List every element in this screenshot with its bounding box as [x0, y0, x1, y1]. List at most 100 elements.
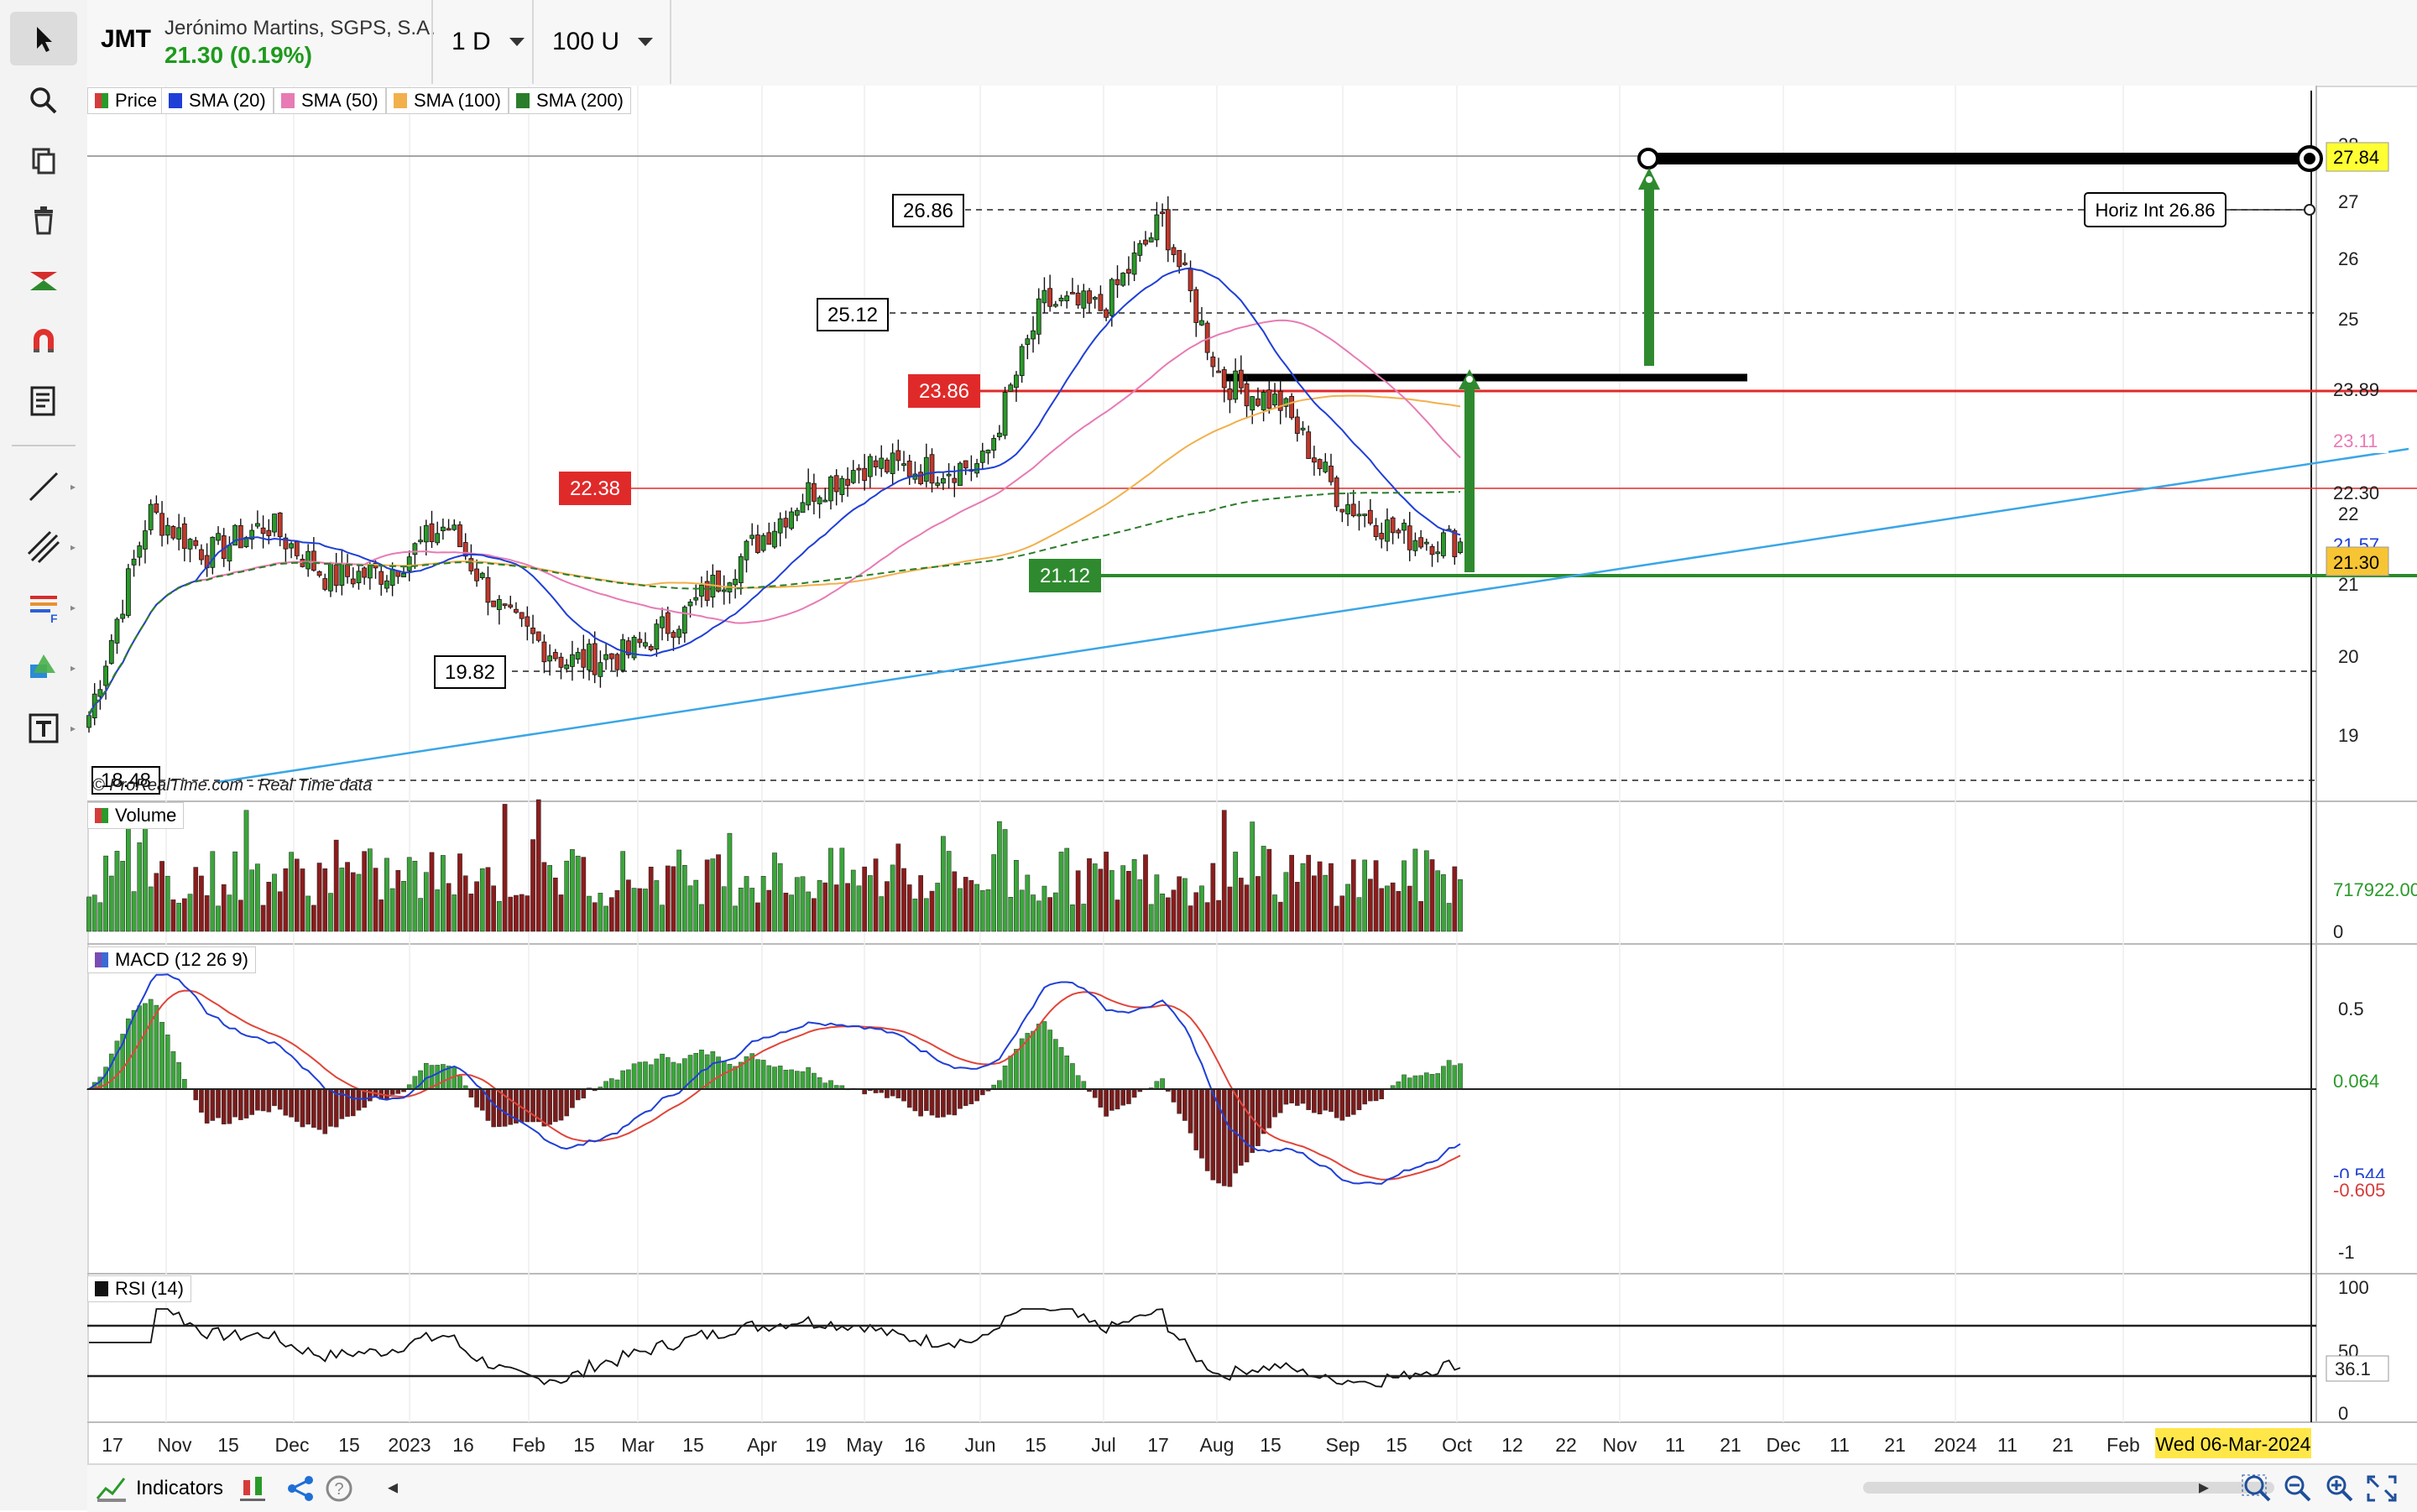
pointer-tool-icon[interactable]: [10, 12, 77, 65]
ticker-symbol[interactable]: JMT: [101, 25, 151, 53]
line-tool-icon[interactable]: ▸: [10, 460, 77, 514]
candle-body: [452, 524, 457, 530]
macd-histogram-bar: [283, 1088, 289, 1116]
candle-body: [1115, 279, 1120, 285]
level-label-25-12[interactable]: 25.12: [827, 304, 878, 326]
volume-bar: [485, 867, 491, 932]
units-dropdown[interactable]: 100 U: [532, 0, 671, 84]
macd-histogram-bar: [1368, 1088, 1373, 1102]
zoom-in-icon[interactable]: [2323, 1473, 2357, 1508]
price-tick: 26: [2338, 248, 2358, 269]
chart-type-icon[interactable]: [238, 1473, 269, 1508]
candle-body: [114, 618, 120, 644]
macd-histogram-bar: [350, 1088, 356, 1117]
time-axis-label: 15: [338, 1434, 360, 1456]
volume-bar: [918, 875, 923, 932]
zoom-tool-icon[interactable]: [10, 74, 77, 128]
candle-body: [592, 643, 598, 675]
zoom-out-icon[interactable]: [2281, 1473, 2315, 1508]
macd-histogram-bar: [221, 1088, 227, 1125]
candle-body: [873, 460, 879, 468]
candle-body: [1261, 392, 1266, 410]
candle-body: [1064, 295, 1070, 301]
volume-bar: [1435, 870, 1441, 932]
magnet-icon[interactable]: [10, 314, 77, 368]
macd-histogram-bar: [1255, 1088, 1261, 1146]
macd-histogram-bar: [1446, 1060, 1452, 1090]
candle-body: [249, 529, 255, 540]
scroll-left-icon[interactable]: ◂: [388, 1476, 399, 1499]
volume-bar: [1407, 885, 1412, 932]
help-icon[interactable]: ?: [324, 1473, 354, 1508]
volume-bar: [929, 890, 935, 932]
fullscreen-icon[interactable]: [2365, 1473, 2399, 1508]
volume-bar: [817, 880, 822, 932]
volume-bar: [660, 905, 665, 932]
volume-bar: [272, 873, 277, 932]
zoom-area-icon[interactable]: [2241, 1473, 2274, 1508]
candle-body: [131, 558, 137, 566]
legend-sma20[interactable]: SMA (20): [161, 87, 274, 114]
candle-body: [1210, 356, 1216, 368]
volume-bar: [300, 868, 305, 932]
volume-bar: [103, 855, 108, 932]
candle-body: [946, 473, 952, 477]
volume-bar: [283, 868, 289, 932]
level-label-26-86[interactable]: 26.86: [903, 200, 953, 222]
volume-bar: [1334, 905, 1339, 932]
channel-tool-icon[interactable]: ▸: [10, 520, 77, 574]
volume-bar: [1373, 860, 1379, 932]
macd-histogram-bar: [114, 1040, 120, 1090]
volume-panel-label[interactable]: Volume: [87, 802, 185, 829]
legend-sma200[interactable]: SMA (200): [509, 87, 631, 114]
level-label-22-38[interactable]: 22.38: [570, 477, 620, 500]
copy-icon[interactable]: [10, 134, 77, 188]
level-label-23-86[interactable]: 23.86: [919, 380, 969, 403]
fibonacci-tool-icon[interactable]: F ▸: [10, 581, 77, 634]
candle-body: [744, 540, 749, 560]
volume-last-tag: 717922.00: [2333, 879, 2417, 900]
volume-bar: [1126, 871, 1131, 932]
horizontal-scrollbar[interactable]: [1863, 1482, 2274, 1494]
candle-body: [1238, 369, 1244, 388]
share-icon[interactable]: [285, 1473, 316, 1508]
macd-histogram-bar: [1210, 1088, 1216, 1181]
legend-sma50[interactable]: SMA (50): [274, 87, 386, 114]
indicators-button[interactable]: Indicators: [96, 1472, 223, 1505]
volume-bar: [648, 866, 654, 932]
volume-bar: [856, 885, 862, 932]
rsi-panel-label[interactable]: RSI (14): [87, 1275, 191, 1302]
shapes-tool-icon[interactable]: ▸: [10, 641, 77, 695]
macd-histogram-bar: [1171, 1088, 1177, 1103]
scroll-right-icon[interactable]: ▸: [2199, 1476, 2210, 1499]
candle-body: [1052, 304, 1058, 307]
horiz-int-label[interactable]: Horiz Int 26.86: [2095, 200, 2215, 221]
rsi-last-tag: 36.1: [2335, 1358, 2371, 1379]
macd-histogram-bar: [1356, 1088, 1362, 1111]
volume-bar: [1109, 870, 1115, 932]
level-label-21-12[interactable]: 21.12: [1040, 565, 1090, 587]
timeframe-dropdown[interactable]: 1 D: [431, 0, 535, 84]
macd-histogram-bar: [508, 1088, 514, 1125]
volume-bar: [1137, 879, 1143, 932]
candle-body: [435, 533, 441, 544]
volume-bar: [243, 810, 249, 932]
candle-body: [339, 563, 345, 586]
macd-line: [88, 973, 1461, 1185]
order-tool-icon[interactable]: [10, 253, 77, 307]
legend-sma100[interactable]: SMA (100): [386, 87, 509, 114]
macd-histogram-bar: [143, 1003, 148, 1090]
macd-panel-label[interactable]: MACD (12 26 9): [87, 946, 256, 973]
price-tick: 21: [2338, 574, 2358, 595]
text-tool-icon[interactable]: ▸: [10, 701, 77, 755]
level-label-18-48[interactable]: 18.48: [101, 769, 151, 792]
level-label-19-82[interactable]: 19.82: [445, 661, 495, 684]
volume-bar: [800, 876, 806, 932]
candle-body: [311, 550, 316, 571]
object-list-icon[interactable]: [10, 374, 77, 428]
macd-histogram-bar: [1345, 1088, 1350, 1117]
legend-price[interactable]: Price: [87, 87, 165, 114]
macd-histogram-bar: [1188, 1088, 1193, 1134]
trash-icon[interactable]: [10, 193, 77, 247]
